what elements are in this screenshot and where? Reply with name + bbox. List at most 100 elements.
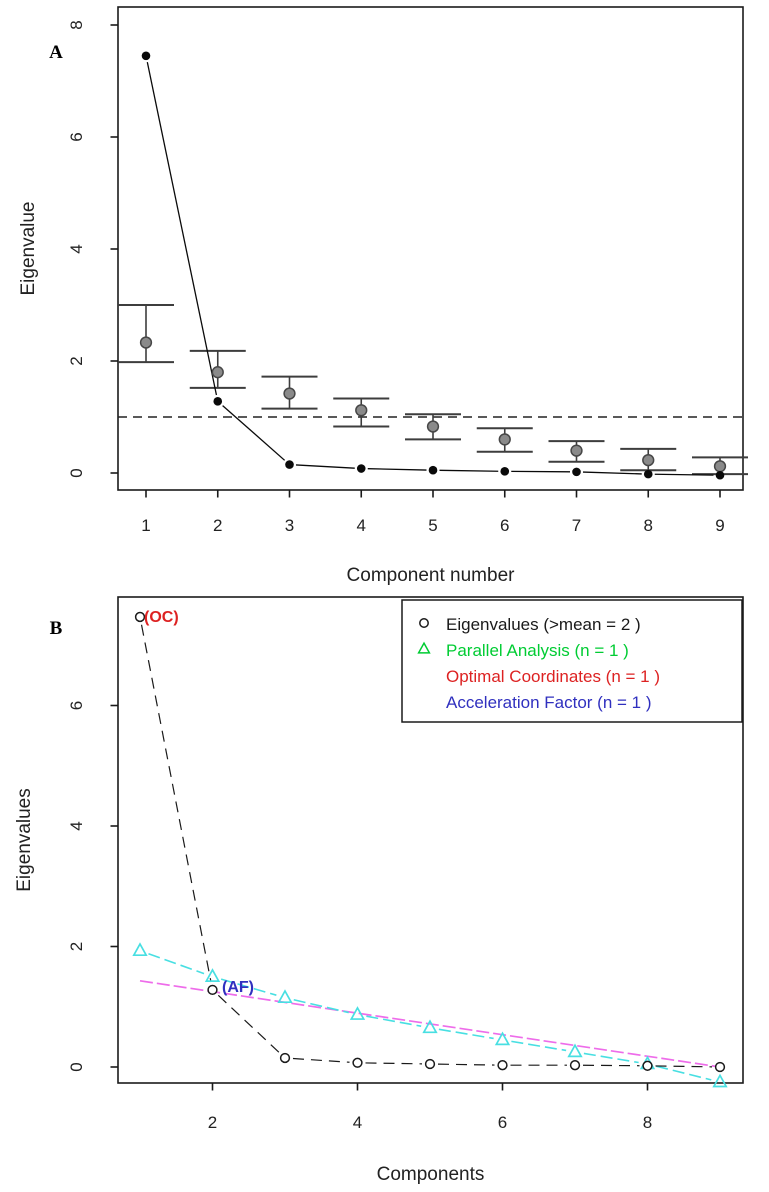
eigenvalue-circle xyxy=(279,1052,291,1064)
legend-item-label: Parallel Analysis (n = 1 ) xyxy=(446,641,629,660)
parallel-analysis-segment xyxy=(293,998,349,1014)
resampled-eigenvalue-marker xyxy=(355,404,368,417)
panel-a: 0 2 4 6 8 1 2 3 4 5 6 7 8 9 Component number Eigenvalue… xyxy=(18,6,748,586)
eigenvalue-segment xyxy=(437,1063,495,1066)
x-tick-label: 2 xyxy=(208,1113,217,1132)
optimal-coordinates-line xyxy=(139,980,721,1068)
parallel-analysis-segment xyxy=(583,1052,639,1064)
x-tick-label: 4 xyxy=(353,1113,362,1132)
legend: Eigenvalues (>mean = 2 ) Parallel Analysi… xyxy=(401,599,743,723)
panel-label: A xyxy=(49,42,63,63)
eigenvalue-circle xyxy=(352,1057,363,1068)
x-tick-label: 7 xyxy=(572,516,581,535)
y-tick-label: 2 xyxy=(67,356,86,365)
eigenvalue-marker xyxy=(643,469,653,479)
y-tick-label: 0 xyxy=(67,1062,86,1071)
parallel-analysis-triangle xyxy=(204,968,221,982)
x-tick-label: 6 xyxy=(500,516,509,535)
eigenvalue-line-segment xyxy=(582,471,642,475)
legend-box xyxy=(401,599,743,723)
eigenvalue-circle xyxy=(424,1058,436,1070)
resampled-eigenvalue-marker xyxy=(642,453,655,467)
eigenvalue-segment xyxy=(655,1065,713,1068)
parallel-analysis-segment xyxy=(511,1040,567,1052)
parallel-analysis-segment xyxy=(366,1015,422,1028)
y-tick-label: 4 xyxy=(67,821,86,830)
eigenvalue-marker xyxy=(500,467,510,476)
eigenvalue-segment xyxy=(140,624,212,983)
x-tick-label: 3 xyxy=(285,516,294,535)
eigenvalue-marker xyxy=(213,397,223,406)
panel-label: B xyxy=(50,618,63,639)
annotation-af: (AF) xyxy=(222,979,254,996)
y-tick-label: 8 xyxy=(67,20,86,29)
parallel-analysis-triangle xyxy=(349,1006,366,1020)
resampled-eigenvalue-marker xyxy=(498,433,511,446)
x-tick-label: 5 xyxy=(428,516,437,535)
parallel-analysis-triangle xyxy=(132,942,148,957)
plot-box-b xyxy=(117,596,744,1084)
y-axis-title: Eigenvalue xyxy=(18,201,39,295)
parallel-analysis-triangle xyxy=(567,1043,583,1058)
y-tick-label: 0 xyxy=(67,468,86,477)
parallel-analysis-segment xyxy=(220,978,277,996)
eigenvalue-line-segment xyxy=(222,405,286,461)
resampled-eigenvalue-marker xyxy=(713,460,727,473)
x-axis-title: Component number xyxy=(347,565,516,586)
eigenvalue-marker xyxy=(356,464,366,473)
y-tick-label: 6 xyxy=(67,132,86,141)
resampled-eigenvalue-marker xyxy=(426,420,440,433)
panel-b: 0 2 4 6 2 4 6 8 Components Eigenvalues B Eigenvalue… xyxy=(14,596,744,1185)
x-tick-label: 2 xyxy=(213,516,222,535)
eigenvalue-line-segment xyxy=(367,468,427,471)
eigenvalue-marker xyxy=(715,470,725,480)
eigenvalue-circle xyxy=(642,1060,653,1071)
parallel-analysis-segment xyxy=(656,1065,712,1081)
eigenvalue-line-segment xyxy=(146,62,218,396)
resampled-eigenvalue-marker xyxy=(139,336,153,349)
legend-item-label: Acceleration Factor (n = 1 ) xyxy=(446,693,652,712)
eigenvalue-circle xyxy=(134,611,146,623)
legend-circle-marker xyxy=(419,618,429,628)
x-tick-label: 8 xyxy=(643,1113,652,1132)
resampled-eigenvalue-marker xyxy=(283,387,296,400)
parallel-analysis-segment xyxy=(148,952,205,975)
annotation-oc: (OC) xyxy=(144,609,179,626)
y-tick-label: 6 xyxy=(67,701,86,710)
parallel-analysis-segment xyxy=(438,1028,494,1040)
x-tick-label: 4 xyxy=(357,516,366,535)
eigenvalue-circle xyxy=(569,1060,581,1071)
eigenvalue-segment xyxy=(365,1062,423,1065)
eigenvalue-circle xyxy=(497,1060,508,1071)
eigenvalue-circle xyxy=(714,1061,726,1073)
legend-item-label: Optimal Coordinates (n = 1 ) xyxy=(446,667,660,686)
eigenvalue-line-segment xyxy=(439,469,499,472)
eigenvalue-circle xyxy=(207,984,218,996)
x-axis-title: Components xyxy=(377,1164,485,1185)
eigenvalue-marker xyxy=(572,467,581,477)
eigenvalue-marker xyxy=(141,51,151,61)
y-axis-title: Eigenvalues xyxy=(14,788,35,892)
parallel-analysis-triangle xyxy=(277,989,293,1004)
parallel-analysis-triangle xyxy=(712,1073,728,1088)
x-tick-label: 1 xyxy=(141,516,150,535)
x-tick-label: 9 xyxy=(715,516,724,535)
resampled-eigenvalue-marker xyxy=(570,444,583,457)
x-tick-label: 8 xyxy=(644,516,653,535)
eigenvalue-marker xyxy=(428,465,438,475)
resampled-eigenvalue-marker xyxy=(211,366,224,379)
legend-item-label: Eigenvalues (>mean = 2 ) xyxy=(446,615,641,634)
x-tick-label: 6 xyxy=(498,1113,507,1132)
y-tick-label: 2 xyxy=(67,942,86,951)
eigenvalue-segment xyxy=(217,994,280,1053)
parallel-analysis-triangle xyxy=(494,1031,511,1046)
parallel-analysis-triangle xyxy=(422,1019,438,1034)
eigenvalue-line-segment xyxy=(654,473,714,476)
eigenvalue-segment xyxy=(292,1057,350,1063)
eigenvalue-marker xyxy=(285,460,294,469)
legend-triangle-marker xyxy=(417,641,431,654)
y-tick-label: 4 xyxy=(67,244,86,253)
eigenvalue-line-segment xyxy=(295,464,355,469)
